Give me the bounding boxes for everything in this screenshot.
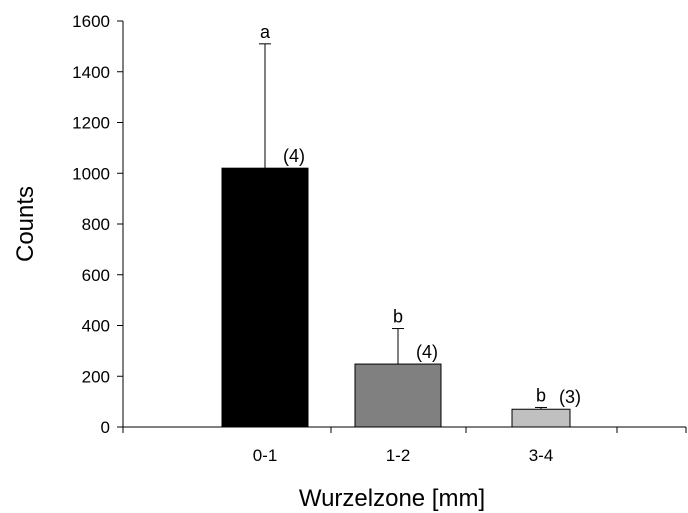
x-tick-label: 3-4 (529, 446, 554, 465)
bar-3-4 (511, 408, 571, 428)
y-axis-title: Counts (12, 186, 39, 262)
significance-letter: b (536, 385, 546, 405)
x-tick-label: 0-1 (253, 446, 278, 465)
y-tick-label: 1000 (72, 164, 110, 183)
y-tick-label: 400 (82, 317, 110, 336)
sample-size-label: (4) (416, 342, 438, 362)
y-tick-label: 800 (82, 215, 110, 234)
significance-letter: b (393, 307, 403, 327)
x-axis-title: Wurzelzone [mm] (299, 485, 485, 512)
sample-size-label: (4) (283, 146, 305, 166)
y-tick-label: 1600 (72, 12, 110, 31)
y-tick-label: 1400 (72, 63, 110, 82)
significance-letter: a (260, 22, 271, 42)
y-tick-label: 0 (101, 418, 110, 437)
sample-size-label: (3) (559, 387, 581, 407)
x-tick-label: 1-2 (386, 446, 411, 465)
y-tick-label: 200 (82, 367, 110, 386)
y-tick-label: 600 (82, 266, 110, 285)
y-tick-label: 1200 (72, 114, 110, 133)
bar-0-1 (221, 167, 309, 428)
bar-1-2 (354, 363, 442, 428)
